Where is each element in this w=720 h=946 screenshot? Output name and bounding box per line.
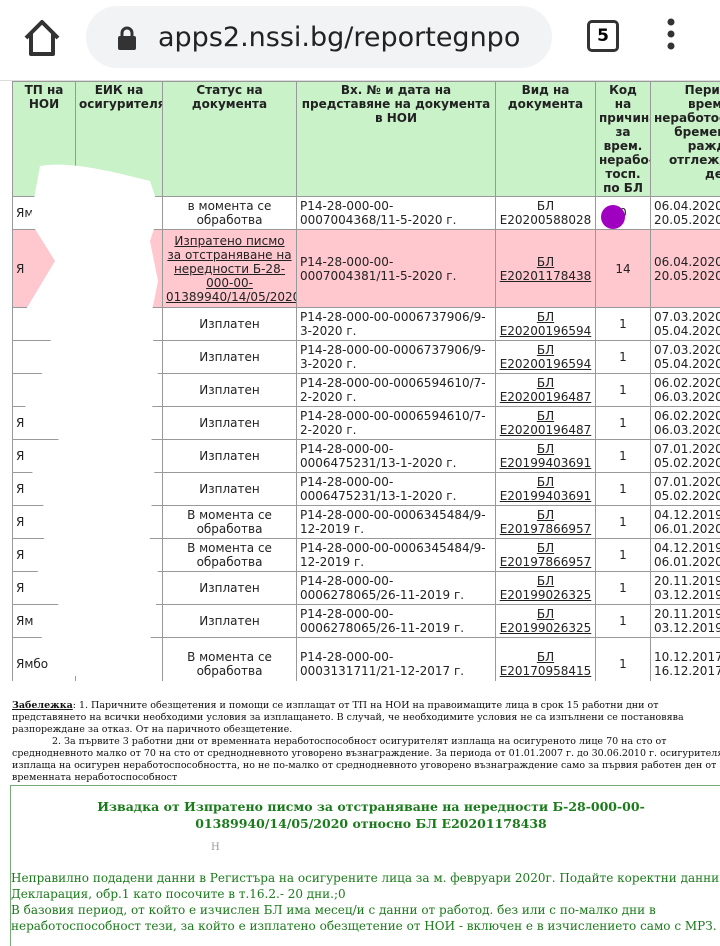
menu-button[interactable] bbox=[661, 16, 681, 56]
excerpt-line: В базовия период, от който е изчислен БЛ… bbox=[11, 902, 720, 934]
browser-bar: apps2.nssi.bg/reportegnpo 5 bbox=[0, 0, 720, 81]
notes-label: Забележка bbox=[12, 700, 73, 711]
excerpt-line: Неправилно подадени данни в Регистъра на… bbox=[11, 870, 720, 902]
redacted-text: Н bbox=[211, 840, 720, 856]
address-bar[interactable]: apps2.nssi.bg/reportegnpo bbox=[86, 6, 552, 68]
lock-icon bbox=[116, 26, 140, 52]
note: 2. За първите 3 работни дни от временнат… bbox=[12, 736, 720, 784]
excerpt: Извадка от Изпратено писмо за отстранява… bbox=[10, 785, 720, 946]
note: : 1. Паричните обезщетения и помощи се и… bbox=[12, 700, 684, 735]
url: apps2.nssi.bg/reportegnpo bbox=[158, 22, 543, 53]
home-button[interactable] bbox=[12, 8, 72, 68]
redaction bbox=[0, 81, 720, 681]
excerpt-title: Извадка от Изпратено писмо за отстранява… bbox=[31, 798, 711, 832]
tab-count[interactable]: 5 bbox=[587, 20, 619, 52]
notes: Забележка: 1. Паричните обезщетения и по… bbox=[12, 700, 720, 784]
